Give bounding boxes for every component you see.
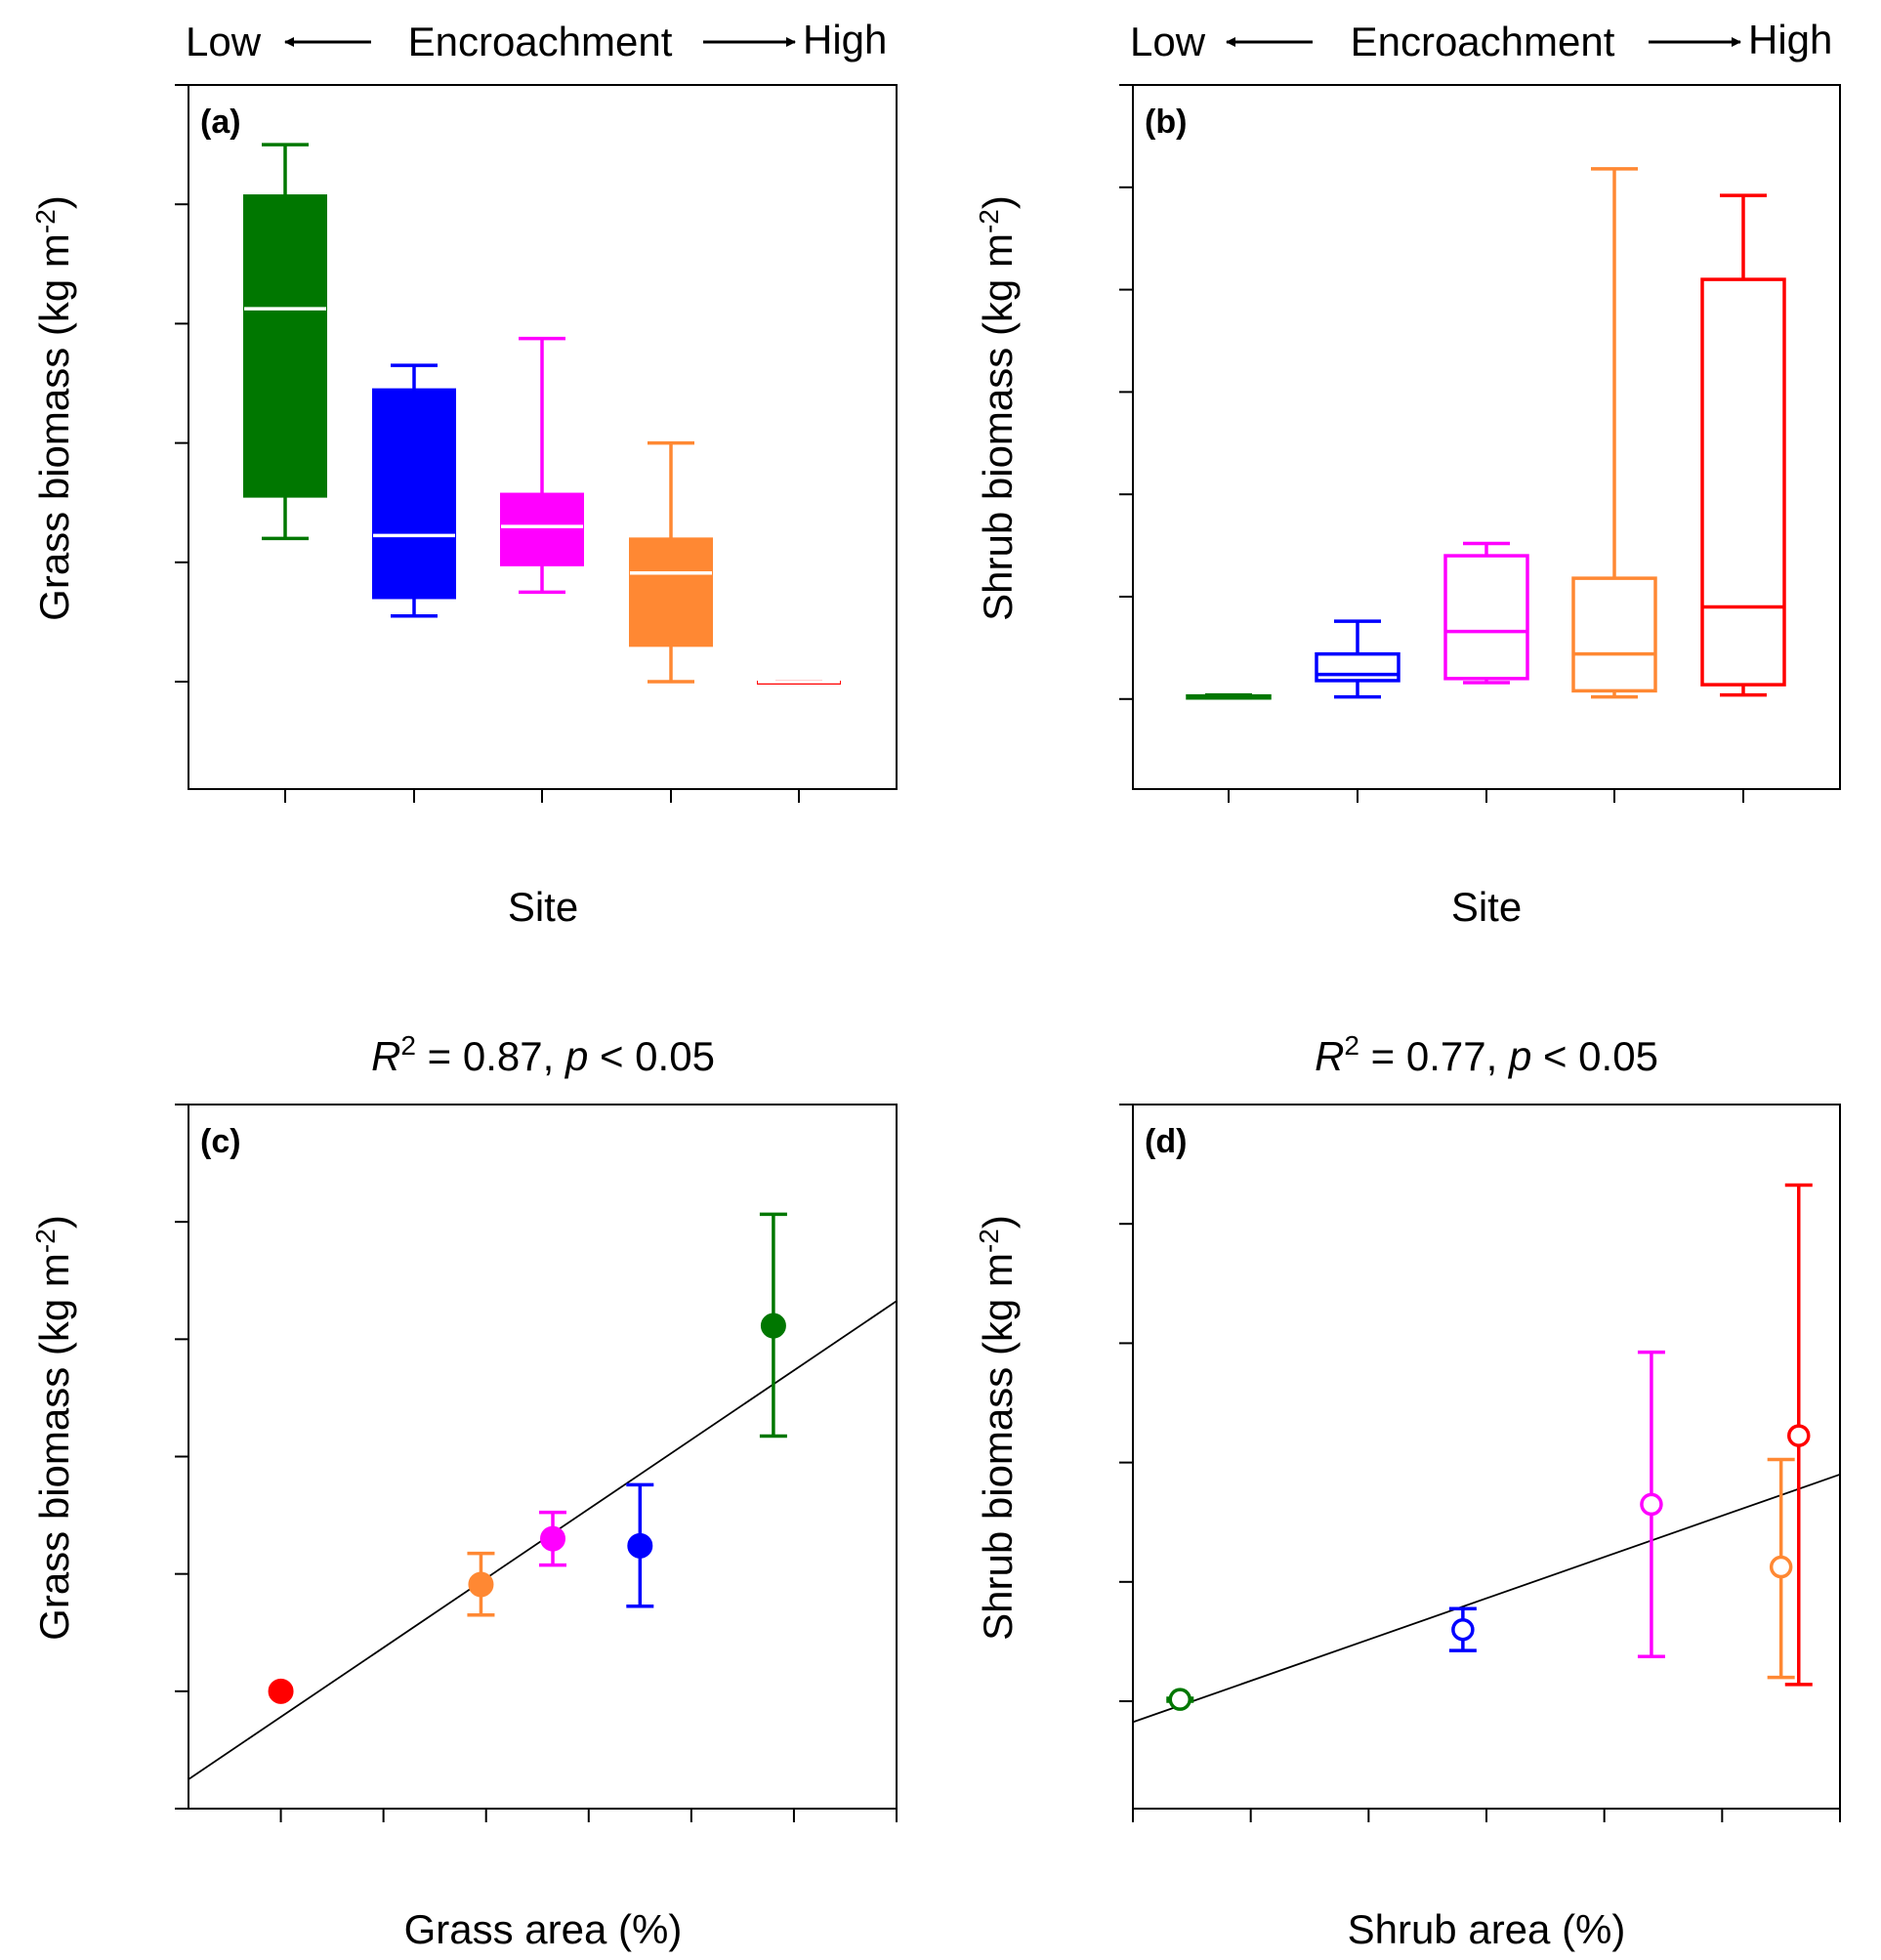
stat-p: p [564, 1033, 588, 1079]
panel-label: (a) [200, 104, 241, 141]
box-s-55 [629, 440, 713, 684]
header-high: High [1748, 17, 1832, 63]
data-point-marker [468, 1571, 494, 1598]
data-point-marker [1451, 1617, 1475, 1642]
header-low: Low [1130, 19, 1206, 64]
point-s-55 [467, 1551, 495, 1617]
panel-c-grass-area-scatter: R2 = 0.87, p < 0.05 (c) Grass biomass (k… [30, 1030, 898, 1952]
stat-r: R [1315, 1033, 1344, 1079]
y-axis-title-sup: -2 [974, 209, 1004, 233]
point-s-4 [1166, 1688, 1194, 1711]
box-s-56 [757, 680, 841, 686]
header-encroachment: Encroachment [408, 19, 673, 64]
box-iqr [1443, 554, 1529, 681]
panel-a-grass-biomass-boxplot: (a) Grass biomass (kg m-2) Site [30, 84, 898, 930]
y-axis-title-close: ) [31, 195, 77, 209]
stat-p: p [1507, 1033, 1531, 1079]
stat-annotation: R2 = 0.87, p < 0.05 [371, 1030, 715, 1079]
box-s-28 [1315, 619, 1400, 699]
point-s-56 [268, 1678, 294, 1704]
panel-label: (b) [1145, 104, 1187, 141]
plot-area [1119, 84, 1841, 803]
plot-area [175, 84, 898, 803]
x-axis-title: Shrub area (%) [1348, 1906, 1626, 1952]
x-axis-title: Site [508, 884, 578, 930]
box-s-44 [500, 336, 584, 595]
y-axis-title-sup: -2 [974, 1229, 1004, 1253]
panel-b-shrub-biomass-boxplot: (b) Shrub biomass (kg m-2) Site [974, 84, 1841, 930]
plot-area [1119, 1104, 1841, 1822]
box-s-56 [1700, 193, 1786, 697]
y-axis-title-sup: -2 [30, 209, 61, 233]
point-s-44 [1637, 1350, 1665, 1658]
data-point-marker [268, 1678, 294, 1704]
point-s-28 [626, 1482, 654, 1608]
panel-label: (c) [200, 1123, 241, 1160]
x-axis-title: Grass area (%) [404, 1906, 683, 1952]
data-point-marker [1168, 1688, 1192, 1711]
box-s-4 [1186, 692, 1272, 700]
stat-mid: = 0.77, [1359, 1033, 1509, 1079]
box-iqr [372, 388, 456, 600]
stat-end: < 0.05 [1531, 1033, 1658, 1079]
box-iqr [500, 492, 584, 566]
y-axis-title-close: ) [975, 195, 1021, 209]
panel-label: (d) [1145, 1123, 1187, 1160]
encroachment-header-a: Low Encroachment High [186, 17, 887, 64]
y-axis-title: Shrub biomass (kg m-2) [974, 1215, 1021, 1641]
plot-area [175, 1104, 898, 1822]
x-axis-title: Site [1451, 884, 1522, 930]
y-axis-title: Grass biomass (kg m-2) [30, 1215, 77, 1641]
point-s-55 [1767, 1457, 1795, 1680]
y-axis-title: Shrub biomass (kg m-2) [974, 195, 1021, 621]
y-axis-title: Grass biomass (kg m-2) [30, 195, 77, 621]
box-s-4 [243, 143, 327, 541]
stat-mid: = 0.87, [416, 1033, 565, 1079]
box-iqr [1700, 277, 1786, 687]
data-point-marker [1640, 1492, 1663, 1517]
data-point-marker [540, 1525, 566, 1552]
regression-line [1132, 1473, 1841, 1724]
y-axis-title-close: ) [31, 1215, 77, 1229]
box-s-28 [372, 363, 456, 618]
y-axis-title-main: Grass biomass (kg m [31, 1253, 77, 1641]
y-axis-title-main: Grass biomass (kg m [31, 233, 77, 621]
data-point-marker [1769, 1555, 1793, 1579]
box-s-44 [1443, 541, 1529, 685]
data-point-marker [1787, 1424, 1811, 1447]
header-encroachment: Encroachment [1351, 19, 1615, 64]
point-s-4 [759, 1212, 787, 1439]
stat-annotation: R2 = 0.77, p < 0.05 [1315, 1030, 1658, 1079]
y-axis-title-sup: -2 [30, 1229, 61, 1253]
point-s-44 [539, 1510, 567, 1567]
point-s-56 [1784, 1183, 1813, 1687]
point-s-28 [1448, 1606, 1477, 1652]
header-low: Low [186, 19, 262, 64]
stat-end: < 0.05 [588, 1033, 715, 1079]
box-iqr [629, 537, 713, 647]
stat-r: R [371, 1033, 400, 1079]
box-iqr [1571, 576, 1657, 693]
panel-d-shrub-area-scatter: R2 = 0.77, p < 0.05 (d) Shrub biomass (k… [974, 1030, 1841, 1952]
y-axis-title-main: Shrub biomass (kg m [975, 233, 1021, 621]
data-point-marker [760, 1313, 786, 1339]
box-iqr [243, 194, 327, 498]
y-axis-title-main: Shrub biomass (kg m [975, 1253, 1021, 1641]
box-iqr [1315, 651, 1400, 683]
stat-r-sup: 2 [400, 1030, 416, 1061]
y-axis-title-close: ) [975, 1215, 1021, 1229]
encroachment-header-b: Low Encroachment High [1130, 17, 1832, 64]
header-high: High [803, 17, 887, 63]
box-s-55 [1571, 167, 1657, 699]
stat-r-sup: 2 [1344, 1030, 1359, 1061]
data-point-marker [627, 1532, 653, 1559]
